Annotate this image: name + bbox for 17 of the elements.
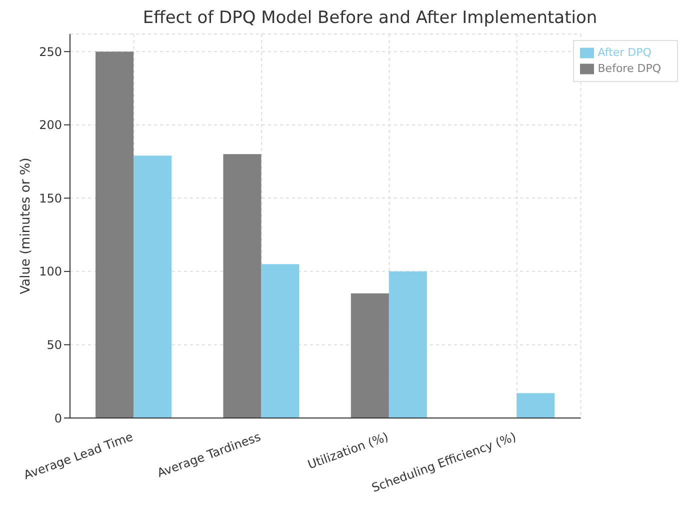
y-tick-label: 150 <box>39 191 62 206</box>
bar <box>516 393 555 418</box>
bar <box>223 154 262 418</box>
y-tick-label: 50 <box>46 338 62 352</box>
bar <box>350 293 389 418</box>
bar <box>388 271 427 418</box>
y-tick-label: 100 <box>39 264 62 279</box>
y-axis-title: Value (minutes or %) <box>18 158 34 294</box>
bar <box>261 264 300 418</box>
y-tick-label: 200 <box>39 118 62 132</box>
y-tick-label: 0 <box>54 411 62 426</box>
legend-label: After DPQ <box>598 46 652 59</box>
bar <box>134 156 172 418</box>
legend-label: Before DPQ <box>598 62 661 75</box>
bar <box>96 52 134 418</box>
chart-title: Effect of DPQ Model Before and After Implementation <box>142 8 598 28</box>
y-tick-label: 250 <box>39 44 62 59</box>
